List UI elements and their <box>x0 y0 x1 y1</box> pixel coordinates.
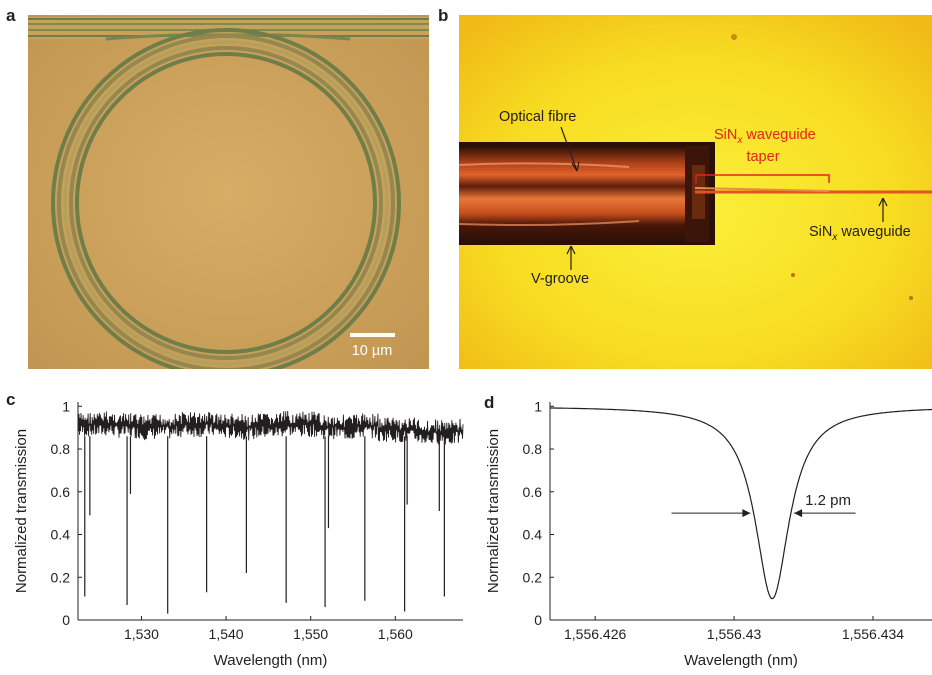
dust-speck <box>909 296 913 300</box>
chart-c-baseline-trace <box>77 410 464 445</box>
chart-d-y-tick-label: 0.8 <box>523 441 543 457</box>
ring-resonator-micrograph: 10 µm <box>28 15 429 369</box>
optical-fibre-block <box>459 142 715 245</box>
taper-label-line1: SiNx waveguide <box>714 127 816 146</box>
ring-waveguide <box>51 28 401 369</box>
fibre-coupling-micrograph: Optical fibre SiNx waveguide taper SiNx … <box>459 15 932 369</box>
fwhm-arrowhead-right <box>794 509 803 518</box>
vgroove-label: V-groove <box>531 271 589 287</box>
fwhm-arrowhead-left <box>742 509 751 518</box>
chart-c-x-tick-label: 1,540 <box>209 626 244 642</box>
chart-c-x-tick-label: 1,550 <box>293 626 328 642</box>
chart-d-x-tick-label: 1,556.426 <box>564 626 626 642</box>
panel-letter-b: b <box>438 6 449 25</box>
chart-d-y-tick-label: 1 <box>534 398 542 414</box>
dust-speck <box>791 273 795 277</box>
resonance-linewidth-chart: 1,556.426 1,556.43 1,556.434 0 0.2 0.4 0.6 0.8 1… <box>485 398 932 669</box>
chart-d-y-tick-label: 0.4 <box>523 527 543 543</box>
chart-c-y-tick-label: 0.2 <box>51 569 71 585</box>
fibre-coupling-image: Optical fibre SiNx waveguide taper SiNx … <box>459 15 932 369</box>
sinx-waveguide-taper <box>694 187 830 192</box>
scale-bar-label: 10 µm <box>352 343 393 359</box>
chart-d-y-tick-label: 0.2 <box>523 569 543 585</box>
chart-d-y-tick-label: 0.6 <box>523 484 543 500</box>
taper-bracket <box>695 174 830 183</box>
chart-d-resonance-trace <box>550 407 932 600</box>
ring-photo-background <box>28 15 429 369</box>
panel-letter-c: c <box>6 390 16 409</box>
chart-c-y-axis-label: Normalized transmission <box>13 429 30 593</box>
chart-c-x-tick-label: 1,530 <box>124 626 159 642</box>
chart-c-y-tick-label: 0.8 <box>51 441 71 457</box>
dust-speck <box>731 34 737 40</box>
scale-bar <box>350 333 395 337</box>
chart-c-x-tick-label: 1,560 <box>378 626 413 642</box>
chart-d-x-tick-label: 1,556.434 <box>842 626 904 642</box>
optical-fibre-label: Optical fibre <box>499 109 576 125</box>
chart-c-y-tick-label: 1 <box>62 398 70 414</box>
chart-c-y-tick-label: 0.6 <box>51 484 71 500</box>
chart-d-y-axis-label: Normalized transmission <box>485 429 502 593</box>
panel-letter-d: d <box>484 393 495 412</box>
waveguide-label: SiNx waveguide <box>809 224 911 243</box>
chart-d-y-tick-label: 0 <box>534 612 542 628</box>
chart-d-x-tick-label: 1,556.43 <box>707 626 762 642</box>
transmission-spectrum-chart: 1,530 1,540 1,550 1,560 0 0.2 0.4 0.6 0.8 1 Wavele… <box>13 398 464 669</box>
chart-c-y-tick-label: 0 <box>62 612 70 628</box>
optical-fibre-arrow <box>560 126 578 172</box>
taper-label-line2: taper <box>746 149 779 165</box>
bus-waveguide <box>28 17 429 39</box>
panel-letter-a: a <box>6 6 16 25</box>
chart-c-y-tick-label: 0.4 <box>51 527 71 543</box>
ring-resonator-image: 10 µm <box>28 15 429 369</box>
chart-c-x-axis-label: Wavelength (nm) <box>214 652 328 669</box>
fwhm-label: 1.2 pm <box>805 492 851 509</box>
chart-d-x-axis-label: Wavelength (nm) <box>684 652 798 669</box>
